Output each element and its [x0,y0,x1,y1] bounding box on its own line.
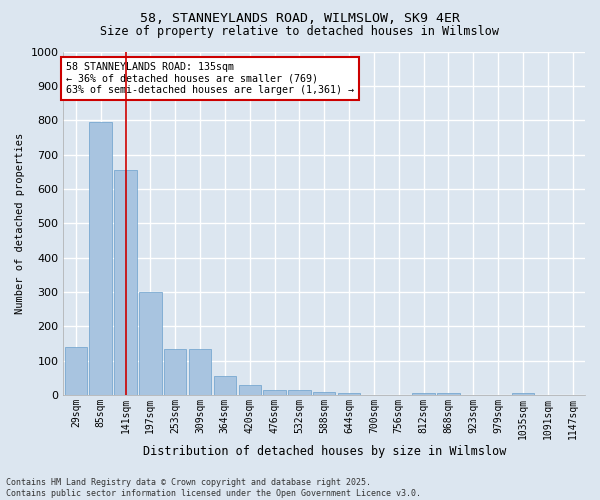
Bar [338,394,360,395]
Bar [313,392,335,395]
Bar [89,122,112,395]
Bar [214,376,236,395]
Bar [412,394,435,395]
Bar [239,386,261,395]
Bar [115,170,137,395]
Text: Size of property relative to detached houses in Wilmslow: Size of property relative to detached ho… [101,25,499,38]
Text: Contains HM Land Registry data © Crown copyright and database right 2025.
Contai: Contains HM Land Registry data © Crown c… [6,478,421,498]
Bar [437,394,460,395]
Bar [139,292,161,395]
Bar [263,390,286,395]
Y-axis label: Number of detached properties: Number of detached properties [15,132,25,314]
Bar [65,347,87,395]
Bar [512,394,534,395]
X-axis label: Distribution of detached houses by size in Wilmslow: Distribution of detached houses by size … [143,444,506,458]
Bar [189,348,211,395]
Bar [164,348,187,395]
Text: 58 STANNEYLANDS ROAD: 135sqm
← 36% of detached houses are smaller (769)
63% of s: 58 STANNEYLANDS ROAD: 135sqm ← 36% of de… [66,62,354,95]
Text: 58, STANNEYLANDS ROAD, WILMSLOW, SK9 4ER: 58, STANNEYLANDS ROAD, WILMSLOW, SK9 4ER [140,12,460,26]
Bar [288,390,311,395]
